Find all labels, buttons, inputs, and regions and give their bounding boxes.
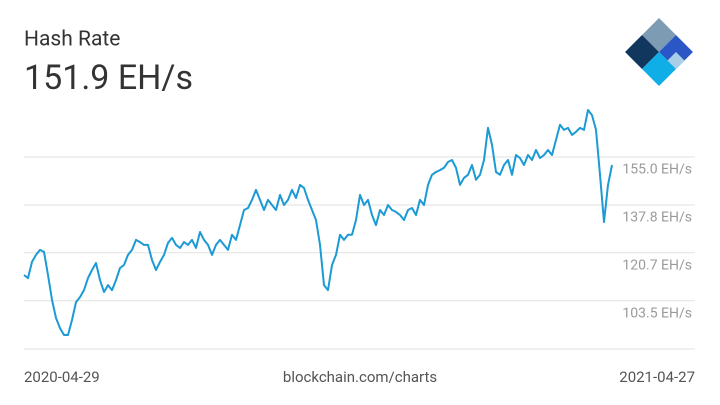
y-tick-label: 103.5 EH/s [622,305,692,321]
hash-rate-line [23,109,613,336]
current-value: 151.9 EH/s [24,58,193,98]
logo [625,18,693,86]
y-tick-label: 137.8 EH/s [622,210,692,226]
chart-title: Hash Rate [24,28,120,52]
x-end-label: 2021-04-27 [619,368,695,386]
y-tick-label: 120.7 EH/s [622,257,692,273]
y-tick-label: 155.0 EH/s [622,162,692,178]
x-start-label: 2020-04-29 [24,368,100,386]
source: blockchain.com/charts [283,368,437,386]
